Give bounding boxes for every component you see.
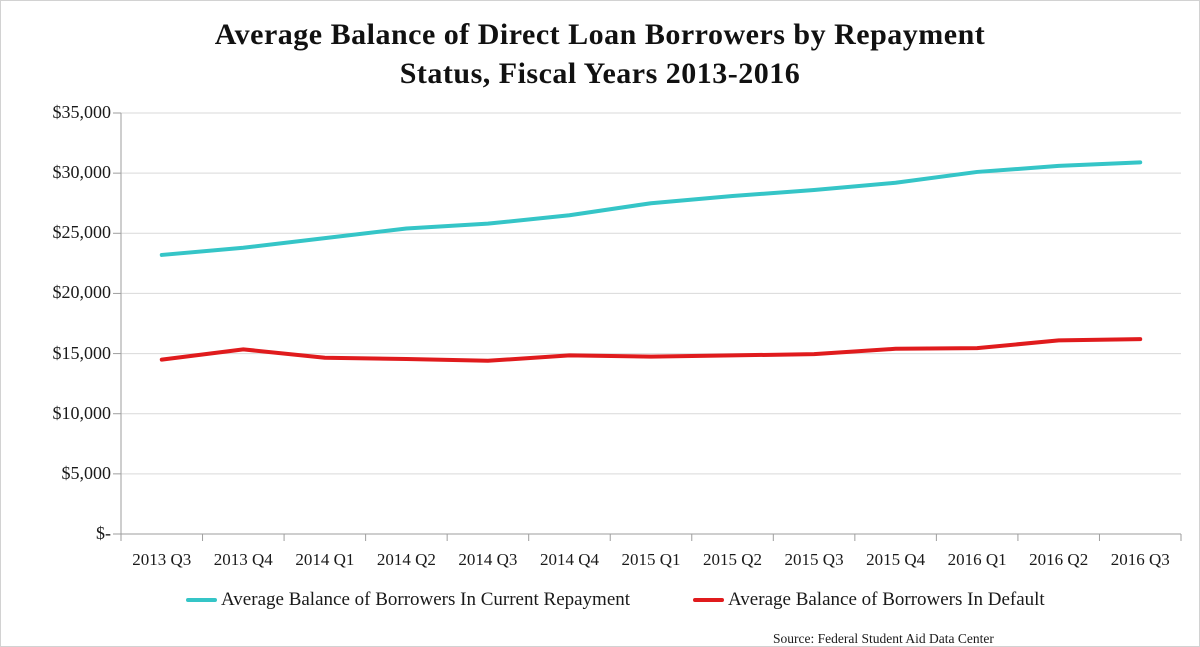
- x-axis-label: 2014 Q2: [376, 550, 436, 569]
- x-axis-label: 2016 Q1: [947, 550, 1007, 569]
- y-axis-label: $25,000: [52, 222, 112, 243]
- y-axis-label: $5,000: [61, 462, 112, 483]
- x-axis-label: 2015 Q1: [621, 550, 681, 569]
- y-axis-label: $10,000: [52, 402, 112, 423]
- current-repayment-line-swatch: [186, 598, 217, 602]
- chart-title: Average Balance of Direct Loan Borrowers…: [1, 15, 1199, 93]
- legend-item-current-repayment: Average Balance of Borrowers In Current …: [186, 587, 630, 613]
- series-line-default: [159, 337, 1143, 363]
- y-axis-label: $30,000: [52, 162, 112, 183]
- chart-title-line-2: Status, Fiscal Years 2013-2016: [399, 57, 801, 90]
- source-note: Source: Federal Student Aid Data Center: [773, 631, 994, 646]
- y-axis-label: $20,000: [52, 282, 112, 303]
- legend-label-default: Average Balance of Borrowers In Default: [728, 589, 1045, 610]
- series-line-current-repayment: [159, 160, 1143, 257]
- x-axis-label: 2016 Q3: [1110, 550, 1170, 569]
- chart-title-line-1: Average Balance of Direct Loan Borrowers…: [214, 18, 986, 51]
- x-axis-label: 2014 Q1: [295, 550, 355, 569]
- legend-label-current-repayment: Average Balance of Borrowers In Current …: [221, 589, 631, 610]
- legend: Average Balance of Borrowers In Current …: [1, 587, 1199, 613]
- x-axis-label: 2015 Q3: [784, 550, 844, 569]
- x-axis-label: 2014 Q4: [539, 550, 599, 569]
- y-axis-label: $-: [96, 523, 111, 543]
- x-axis-label: 2015 Q4: [866, 550, 926, 569]
- x-axis-label: 2015 Q2: [703, 550, 763, 569]
- legend-item-default: Average Balance of Borrowers In Default: [693, 587, 1045, 613]
- y-axis-label: $15,000: [52, 342, 112, 363]
- y-axis-label: $35,000: [52, 102, 112, 122]
- x-axis-label: 2014 Q3: [458, 550, 518, 569]
- x-axis-label: 2016 Q2: [1029, 550, 1089, 569]
- x-axis-label: 2013 Q3: [132, 550, 192, 569]
- default-line-swatch: [693, 598, 724, 602]
- x-axis-label: 2013 Q4: [213, 550, 273, 569]
